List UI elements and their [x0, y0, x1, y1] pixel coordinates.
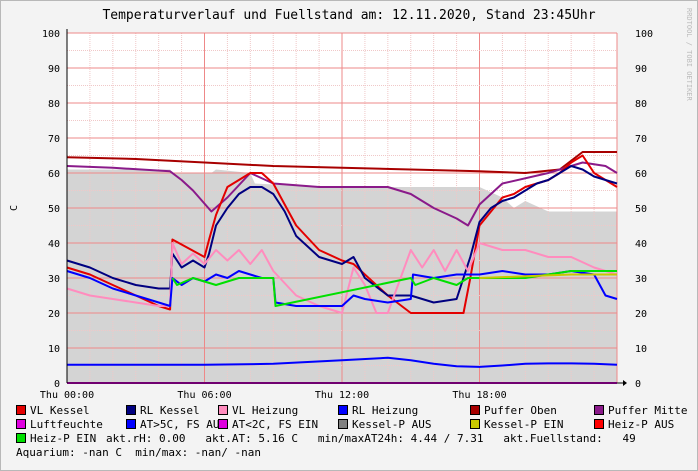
y-tick-label-right: 40 — [635, 239, 647, 250]
legend-swatch — [16, 419, 26, 429]
x-tick-label: Thu 18:00 — [452, 390, 506, 400]
x-tick-label: Thu 00:00 — [40, 390, 94, 400]
legend-item: AT<2C, FS EIN — [218, 418, 318, 431]
legend: VL Kessel RL Kessel VL Heizung RL Heizung Pu… — [16, 404, 696, 460]
series-line-vl-heizung — [66, 242, 618, 314]
legend-label: AT>5C, FS AUS — [140, 418, 227, 431]
series-line-puffer-mitte — [66, 161, 618, 227]
series-line-puffer-oben — [66, 151, 617, 174]
legend-label: Heiz-P AUS — [608, 418, 675, 431]
legend-swatch — [470, 405, 480, 415]
y-tick-label-right: 100 — [635, 29, 653, 40]
y-tick-label-left: 40 — [48, 239, 60, 250]
legend-label: Kessel-P AUS — [352, 418, 432, 431]
side-credit-tag: RRDTOOL / TOBI OETIKER — [685, 8, 693, 101]
y-tick-label-right: 60 — [635, 169, 647, 180]
legend-swatch — [594, 405, 604, 415]
legend-swatch — [218, 405, 228, 415]
y-tick-label-left: 80 — [48, 99, 60, 110]
y-tick-label-right: 70 — [635, 134, 647, 145]
legend-swatch — [16, 433, 26, 443]
aquarium-info-line: Aquarium: -nan C min/max: -nan/ -nan — [16, 446, 262, 459]
x-axis-arrow — [623, 380, 627, 386]
legend-label: Puffer Mitte — [608, 404, 688, 417]
legend-label: AT<2C, FS EIN — [232, 418, 319, 431]
y-tick-label-left: 60 — [48, 169, 60, 180]
legend-label: RL Heizung — [352, 404, 419, 417]
legend-row: VL Kessel RL Kessel VL Heizung RL Heizung Pu… — [16, 404, 696, 418]
y-axis-label: C — [9, 205, 20, 211]
y-tick-label-right: 10 — [635, 344, 647, 355]
legend-swatch — [594, 419, 604, 429]
series-line-rl-heizung — [66, 270, 618, 307]
chart-title: Temperaturverlauf und Fuellstand am: 12.… — [102, 8, 596, 23]
x-tick-label: Thu 12:00 — [315, 390, 369, 400]
legend-label: Heiz-P EIN — [30, 432, 97, 445]
legend-item: RL Kessel — [126, 404, 200, 417]
legend-item: Luftfeuchte — [16, 418, 103, 431]
y-tick-label-left: 30 — [48, 274, 60, 285]
legend-row: Aquarium: -nan C min/max: -nan/ -nan — [16, 446, 696, 460]
y-tick-label-left: 100 — [42, 29, 60, 40]
legend-item: Puffer Mitte — [594, 404, 687, 417]
chart-area: 0 0 10 10 20 20 30 30 40 40 50 50 60 60 70 70 80 80 90 90 10… — [9, 29, 653, 400]
legend-row: Heiz-P EIN akt.rH: 0.00 akt.AT: 5.16 C mi… — [16, 432, 696, 446]
legend-swatch — [338, 405, 348, 415]
legend-label: Luftfeuchte — [30, 418, 103, 431]
legend-item: VL Heizung — [218, 404, 298, 417]
legend-label: VL Heizung — [232, 404, 299, 417]
y-tick-label-right: 80 — [635, 99, 647, 110]
y-tick-label-right: 50 — [635, 204, 647, 215]
legend-item: Heiz-P AUS — [594, 418, 674, 431]
legend-label: RL Kessel — [140, 404, 200, 417]
legend-swatch — [126, 419, 136, 429]
y-tick-label-left: 50 — [48, 204, 60, 215]
legend-item: Kessel-P AUS — [338, 418, 431, 431]
status-info-line: akt.rH: 0.00 akt.AT: 5.16 C min/maxAT24h… — [106, 432, 636, 445]
y-tick-label-right: 90 — [635, 64, 647, 75]
series-line-rl-kessel — [66, 165, 618, 304]
legend-label: VL Kessel — [30, 404, 90, 417]
legend-item: AT>5C, FS AUS — [126, 418, 226, 431]
legend-item: VL Kessel — [16, 404, 90, 417]
legend-row: Luftfeuchte AT>5C, FS AUS AT<2C, FS EIN Kes… — [16, 418, 696, 432]
legend-swatch — [338, 419, 348, 429]
y-tick-label-left: 0 — [54, 379, 60, 390]
legend-swatch — [126, 405, 136, 415]
legend-item: Heiz-P EIN — [16, 432, 96, 445]
legend-swatch — [470, 419, 480, 429]
y-tick-label-right: 20 — [635, 309, 647, 320]
series-line-at-5c-fs-aus — [67, 356, 618, 368]
legend-label: Puffer Oben — [484, 404, 557, 417]
legend-label: Kessel-P EIN — [484, 418, 564, 431]
y-tick-label-left: 70 — [48, 134, 60, 145]
legend-item: Kessel-P EIN — [470, 418, 563, 431]
x-tick-label: Thu 06:00 — [177, 390, 231, 400]
y-tick-label-left: 10 — [48, 344, 60, 355]
y-tick-label-right: 0 — [635, 379, 641, 390]
y-tick-label-left: 90 — [48, 64, 60, 75]
y-tick-label-right: 30 — [635, 274, 647, 285]
legend-swatch — [16, 405, 26, 415]
legend-swatch — [218, 419, 228, 429]
series-line-kessel-p-ein — [479, 273, 617, 279]
legend-item: Puffer Oben — [470, 404, 557, 417]
y-tick-label-left: 20 — [48, 309, 60, 320]
legend-item: RL Heizung — [338, 404, 418, 417]
